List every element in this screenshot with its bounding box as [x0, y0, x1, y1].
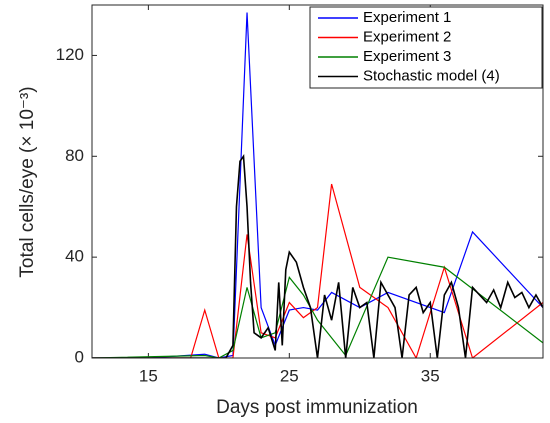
y-tick-label: 80 [65, 146, 84, 165]
legend-label: Experiment 2 [363, 28, 451, 45]
axes-box [91, 4, 544, 359]
legend-label: Stochastic model (4) [363, 67, 500, 84]
legend-box [309, 6, 543, 89]
x-tick-label: 25 [280, 366, 299, 385]
y-tick-label: 40 [65, 247, 84, 266]
x-tick-label: 35 [421, 366, 440, 385]
series-line [92, 153, 543, 358]
y-tick-label: 0 [75, 347, 84, 366]
legend-label: Experiment 1 [363, 9, 451, 26]
series-line [92, 183, 543, 358]
series-line [92, 256, 543, 358]
legend-label: Experiment 3 [363, 48, 451, 65]
y-tick-label: 120 [56, 45, 84, 64]
y-axis-label: Total cells/eye (× 10⁻³) [17, 86, 38, 277]
x-axis-label: Days post immunization [216, 397, 418, 418]
x-tick-label: 15 [139, 366, 158, 385]
